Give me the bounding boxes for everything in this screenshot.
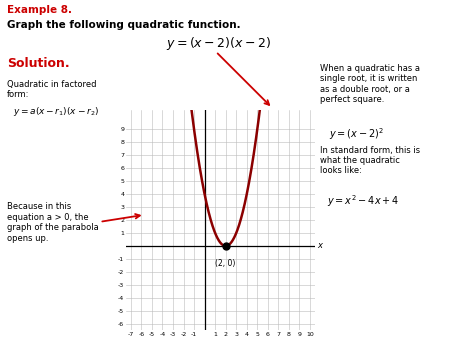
Text: Example 8.: Example 8. <box>7 5 72 15</box>
Text: Quadratic in factored
form:: Quadratic in factored form: <box>7 80 97 99</box>
Text: x: x <box>317 241 322 251</box>
Text: $y = x^2-4x+4$: $y = x^2-4x+4$ <box>327 193 400 209</box>
Text: $y = (x-2)^2$: $y = (x-2)^2$ <box>329 126 384 142</box>
Text: $y = (x-2)(x-2)$: $y = (x-2)(x-2)$ <box>165 36 271 53</box>
Text: In standard form, this is
what the quadratic
looks like:: In standard form, this is what the quadr… <box>320 146 420 175</box>
Text: Solution.: Solution. <box>7 57 70 70</box>
Text: When a quadratic has a
single root, it is written
as a double root, or a
perfect: When a quadratic has a single root, it i… <box>320 64 420 104</box>
Text: Because in this
equation a > 0, the
graph of the parabola
opens up.: Because in this equation a > 0, the grap… <box>7 202 99 242</box>
Text: $y = a(x-r_1)(x-r_2)$: $y = a(x-r_1)(x-r_2)$ <box>13 105 100 118</box>
Text: Graph the following quadratic function.: Graph the following quadratic function. <box>7 20 241 29</box>
Text: (2, 0): (2, 0) <box>216 259 236 268</box>
